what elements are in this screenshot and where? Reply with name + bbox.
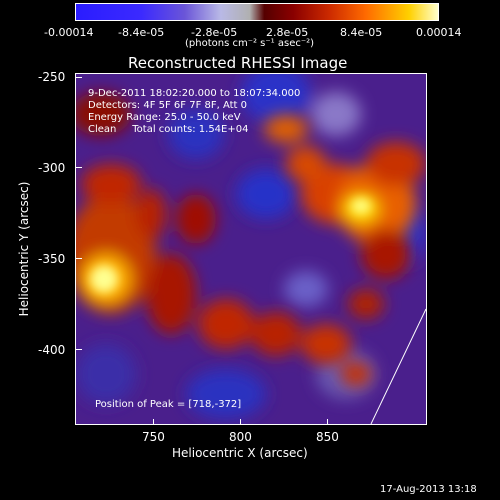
- y-tick-label: -300: [38, 161, 66, 175]
- footer-date: 17-Aug-2013 13:18: [380, 484, 477, 495]
- rhessi-image-canvas: [76, 74, 426, 424]
- colorbar-units: (photons cm⁻² s⁻¹ asec⁻²): [185, 38, 315, 49]
- x-tick: [327, 419, 328, 425]
- x-axis-label: Heliocentric X (arcsec): [172, 446, 308, 460]
- y-tick-label: -400: [38, 343, 66, 357]
- y-tick-label: -350: [38, 252, 66, 266]
- method-counts: Clean Total counts: 1.54E+04: [88, 124, 249, 135]
- x-tick-label: 800: [229, 430, 252, 444]
- limb-line: [370, 308, 426, 424]
- y-tick: [76, 167, 82, 168]
- colorbar-tick-label: -2.8e-05: [191, 26, 238, 39]
- colorbar-tick-label: 2.8e-05: [266, 26, 309, 39]
- energy-range: Energy Range: 25.0 - 50.0 keV: [88, 112, 241, 123]
- x-tick: [153, 419, 154, 425]
- colorbar-tick-label: 8.4e-05: [340, 26, 383, 39]
- time-range: 9-Dec-2011 18:02:20.000 to 18:07:34.000: [88, 88, 301, 99]
- x-tick: [240, 419, 241, 425]
- colorbar: [75, 3, 439, 21]
- y-tick-label: -250: [38, 70, 66, 84]
- y-tick: [76, 258, 82, 259]
- y-tick: [76, 349, 82, 350]
- y-tick: [76, 77, 82, 78]
- colorbar-tick-label: -0.00014: [44, 26, 94, 39]
- colorbar-tick-label: 0.00014: [416, 26, 462, 39]
- x-tick-label: 750: [142, 430, 165, 444]
- plot-title: Reconstructed RHESSI Image: [128, 54, 348, 72]
- detectors: Detectors: 4F 5F 6F 7F 8F, Att 0: [88, 100, 248, 111]
- rhessi-image: [75, 73, 427, 425]
- y-axis-label: Heliocentric Y (arcsec): [17, 181, 31, 317]
- x-tick-label: 850: [316, 430, 339, 444]
- colorbar-tick-label: -8.4e-05: [118, 26, 165, 39]
- peak-position: Position of Peak = [718,-372]: [95, 399, 242, 410]
